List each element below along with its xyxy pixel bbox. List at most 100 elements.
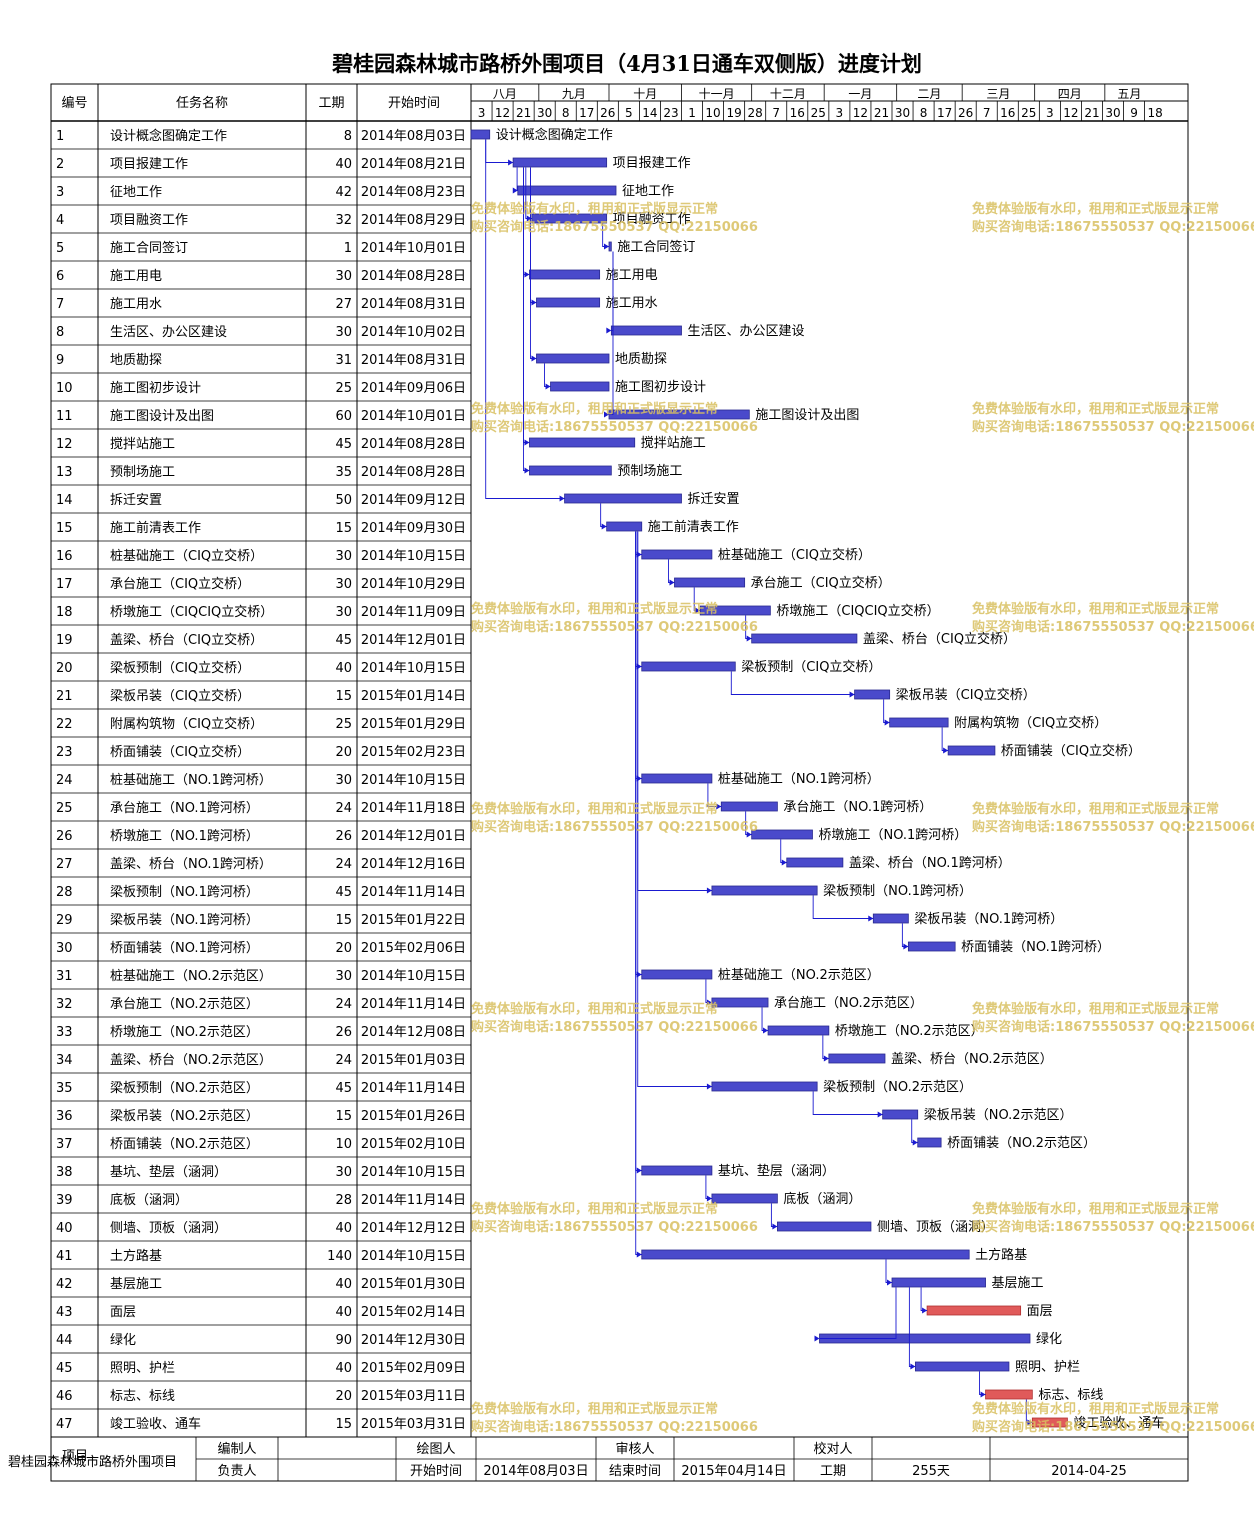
- task-duration: 30: [335, 269, 352, 284]
- gantt-bar: [536, 297, 601, 308]
- task-name: 地质勘探: [110, 353, 162, 368]
- task-id: 26: [56, 829, 73, 844]
- gantt-bar-label: 梁板预制（NO.1跨河桥）: [823, 884, 972, 899]
- task-id: 12: [56, 437, 73, 452]
- column-header-duration: 工期: [318, 96, 344, 111]
- timeline-tick-label: 30: [1105, 106, 1120, 120]
- timeline-tick-label: 3: [1046, 106, 1054, 120]
- dependency-link: [901, 923, 909, 947]
- task-name: 施工用电: [110, 269, 162, 284]
- column-header-start: 开始时间: [388, 96, 440, 111]
- task-name: 盖梁、桥台（CIQ立交桥）: [110, 632, 263, 648]
- task-duration: 50: [335, 493, 352, 508]
- task-start: 2014年08月31日: [361, 353, 466, 368]
- dependency-link: [705, 979, 712, 1003]
- gantt-bar: [606, 521, 643, 532]
- task-duration: 140: [327, 1249, 352, 1264]
- task-name: 盖梁、桥台（NO.1跨河桥）: [110, 857, 272, 872]
- dependency-link: [635, 531, 642, 779]
- dependency-link: [600, 503, 607, 527]
- task-start: 2014年08月23日: [361, 185, 466, 200]
- timeline-tick-label: 26: [958, 106, 973, 120]
- timeline-tick-label: 16: [1000, 106, 1015, 120]
- gantt-bar-label: 征地工作: [622, 184, 674, 199]
- gantt-bar: [529, 269, 601, 280]
- timeline-tick-label: 30: [895, 106, 910, 120]
- dependency-arrow: [601, 523, 607, 530]
- task-name: 承台施工（NO.2示范区）: [110, 997, 259, 1012]
- timeline-month-label: 四月: [1058, 87, 1082, 101]
- gantt-bar-label: 标志、标线: [1038, 1388, 1103, 1403]
- task-name: 承台施工（NO.1跨河桥）: [110, 801, 259, 816]
- dependency-arrow: [922, 1307, 928, 1314]
- gantt-bar: [550, 381, 610, 392]
- timeline-month-label: 十二月: [770, 87, 806, 101]
- task-name: 梁板吊装（CIQ立交桥）: [110, 688, 250, 704]
- watermark-line2: 购买咨询电话:18675550537 QQ:22150066: [471, 219, 758, 235]
- task-duration: 24: [335, 857, 352, 872]
- dependency-arrow: [531, 299, 537, 306]
- task-name: 施工图初步设计: [110, 381, 201, 396]
- task-duration: 26: [335, 829, 352, 844]
- dependency-arrow: [763, 1027, 769, 1034]
- task-name: 桥面铺装（CIQ立交桥）: [110, 744, 250, 760]
- timeline-tick-label: 12: [1063, 106, 1078, 120]
- task-name: 预制场施工: [110, 465, 175, 480]
- task-id: 28: [56, 885, 73, 900]
- gantt-bar: [641, 1165, 713, 1176]
- task-id: 31: [56, 969, 73, 984]
- gantt-bar: [828, 1053, 886, 1064]
- task-name: 梁板预制（CIQ立交桥）: [110, 660, 250, 676]
- gantt-bar: [926, 1305, 1022, 1316]
- timeline-tick-label: 28: [748, 106, 763, 120]
- task-id: 18: [56, 605, 73, 620]
- dependency-arrow: [877, 1111, 883, 1118]
- task-start: 2014年08月21日: [361, 157, 466, 172]
- gantt-bar: [889, 717, 949, 728]
- task-name: 梁板吊装（NO.2示范区）: [110, 1109, 259, 1124]
- task-id: 37: [56, 1137, 73, 1152]
- dependency-arrow: [903, 943, 909, 950]
- task-duration: 45: [335, 437, 352, 452]
- timeline-tick-label: 26: [600, 106, 615, 120]
- task-start: 2014年12月16日: [361, 857, 466, 872]
- gantt-bar: [882, 1109, 919, 1120]
- dependency-arrow: [531, 355, 537, 362]
- task-start: 2014年10月15日: [361, 773, 466, 788]
- gantt-bar-label: 桥墩施工（NO.1跨河桥）: [818, 828, 967, 843]
- dependency-link: [883, 699, 890, 723]
- gantt-bar-label: 面层: [1027, 1304, 1053, 1319]
- task-id: 3: [56, 185, 64, 200]
- gantt-bar-label: 梁板预制（NO.2示范区）: [823, 1080, 972, 1095]
- timeline-month-label: 十月: [633, 87, 657, 101]
- footer-project: 碧桂园森林城市路桥外围项目: [8, 1454, 177, 1470]
- gantt-bar-label: 预制场施工: [617, 464, 682, 479]
- dependency-link: [635, 531, 642, 975]
- dependency-arrow: [526, 215, 532, 222]
- gantt-bar-label: 项目报建工作: [613, 156, 691, 171]
- task-start: 2014年08月31日: [361, 297, 466, 312]
- timeline-month-label: 三月: [986, 87, 1010, 101]
- task-start: 2015年02月06日: [361, 941, 466, 956]
- dependency-link: [941, 727, 949, 751]
- task-id: 8: [56, 325, 64, 340]
- dependency-arrow: [814, 1335, 820, 1342]
- gantt-bar-label: 桥面铺装（NO.2示范区）: [947, 1136, 1096, 1151]
- task-name: 桥面铺装（NO.2示范区）: [110, 1137, 259, 1152]
- task-name: 搅拌站施工: [110, 436, 175, 452]
- dependency-arrow: [772, 1223, 778, 1230]
- timeline-tick-label: 9: [1130, 106, 1138, 120]
- task-start: 2014年12月01日: [361, 633, 466, 648]
- dependency-arrow: [603, 411, 609, 418]
- dependency-arrow: [603, 243, 609, 250]
- gantt-bar: [985, 1389, 1033, 1400]
- task-start: 2015年01月29日: [361, 717, 466, 732]
- gantt-bar: [776, 1221, 872, 1232]
- task-name: 附属构筑物（CIQ立交桥）: [110, 716, 263, 732]
- task-duration: 30: [335, 577, 352, 592]
- task-id: 14: [56, 493, 73, 508]
- dependency-link: [635, 531, 642, 555]
- watermark-line1: 免费体验版有水印，租用和正式版显示正常: [471, 1201, 718, 1217]
- watermark-line2: 购买咨询电话:18675550537 QQ:22150066: [471, 1219, 758, 1235]
- task-id: 13: [56, 465, 73, 480]
